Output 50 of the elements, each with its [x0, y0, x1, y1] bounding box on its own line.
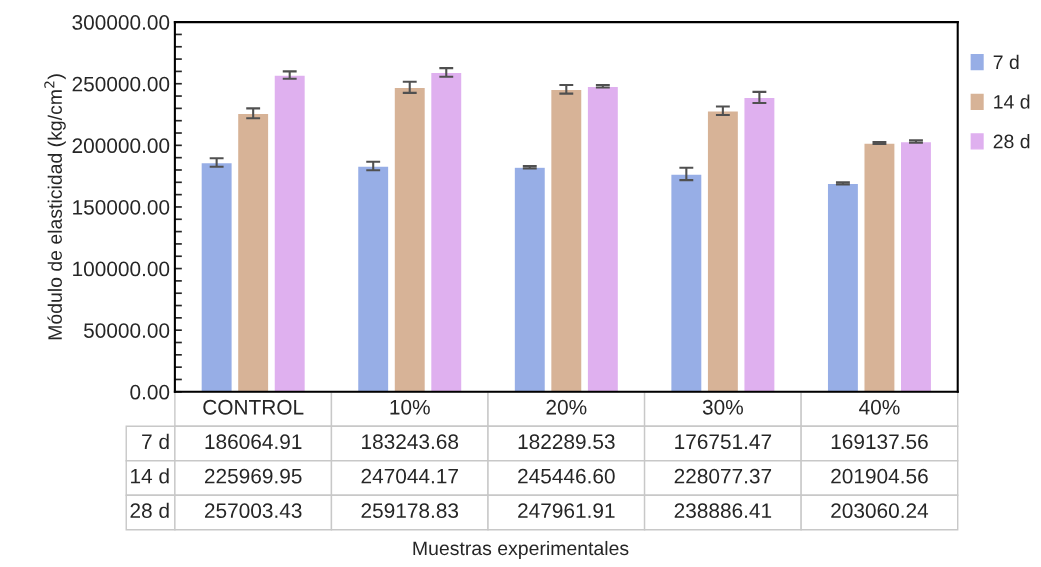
legend-label: 7 d: [993, 54, 1019, 70]
y-tick-label: 150000.00: [73, 199, 170, 215]
y-tick-label: 250000.00: [72, 76, 170, 92]
x-tick-label: 20%: [546, 399, 587, 415]
data-label: 176751.47: [675, 434, 772, 450]
x-tick-label: CONTROL: [203, 399, 304, 415]
text: Muestras experimentales: [413, 540, 629, 560]
data-label: 183243.68: [362, 434, 459, 450]
data-label: 259178.83: [361, 503, 459, 519]
data-label: 225969.95: [204, 468, 302, 484]
bar: [586, 85, 620, 392]
x-tick-label: 40%: [859, 399, 900, 415]
data-label: 247961.91: [518, 503, 615, 519]
y-tick-label: 300000.00: [72, 15, 170, 30]
data-label: 257003.43: [204, 503, 302, 519]
x-tick-label: 10%: [390, 399, 430, 415]
bar: [743, 96, 776, 392]
data-label: 247044.17: [361, 468, 458, 484]
bar: [200, 161, 233, 392]
bar: [706, 110, 740, 392]
bar: [513, 166, 547, 392]
bar: [273, 74, 307, 392]
bar: [549, 88, 583, 392]
data-label: 203060.24: [831, 503, 929, 519]
legend-label: 14 d: [994, 94, 1030, 109]
legend-label: 28 d: [993, 134, 1030, 149]
y-tick-label: 50000.00: [83, 323, 170, 338]
data-label: 238886.41: [674, 503, 772, 519]
y-tick-label: 0.00: [130, 384, 170, 400]
bar: [826, 182, 860, 392]
bar: [356, 165, 390, 392]
data-label: 245446.60: [518, 468, 615, 484]
bar: [899, 140, 933, 392]
bar: [669, 173, 703, 392]
data-label: 201904.56: [831, 468, 928, 484]
data-label: 228077.37: [674, 468, 772, 484]
x-tick-label: 30%: [702, 399, 743, 415]
y-tick-label: 100000.00: [73, 261, 170, 277]
text: 14 d: [131, 468, 169, 484]
bar: [236, 112, 270, 392]
data-label: 169137.56: [831, 434, 928, 450]
data-label: 186064.91: [205, 434, 302, 450]
y-axis-title: Módulo de elasticidad (kg/cm$^{2}$): [44, 74, 66, 340]
y-tick-label: 200000.00: [72, 138, 170, 154]
bar: [429, 71, 463, 392]
bar: [863, 142, 896, 392]
data-label: 182289.53: [518, 434, 615, 450]
bar: [393, 86, 427, 392]
text: 28 d: [130, 502, 169, 519]
text: 7 d: [142, 433, 169, 450]
